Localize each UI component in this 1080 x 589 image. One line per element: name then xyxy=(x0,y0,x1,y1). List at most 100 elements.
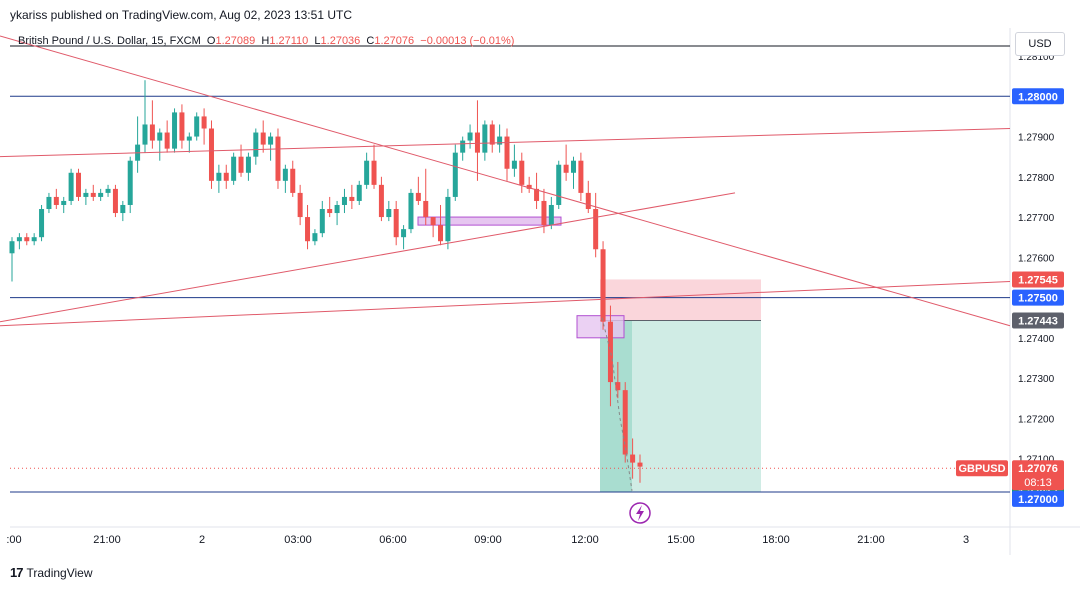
symbol-name: British Pound / U.S. Dollar, 15, FXCM xyxy=(18,35,201,47)
entry-box xyxy=(576,315,625,339)
candle-body xyxy=(127,160,133,205)
candle-body xyxy=(268,136,274,145)
candle-body xyxy=(593,209,599,250)
candle-body xyxy=(408,192,414,230)
candle-body xyxy=(24,237,30,242)
candle-body xyxy=(482,124,488,153)
tradingview-footer[interactable]: 17 TradingView xyxy=(10,565,93,580)
trendline xyxy=(0,35,1011,327)
candle-body xyxy=(238,156,244,173)
candle-body xyxy=(319,209,325,234)
price-label-box xyxy=(1012,490,1064,507)
open-value: 1.27089 xyxy=(215,35,256,47)
candle-body xyxy=(467,132,473,141)
price-labels: 1.280001.275451.275001.274431.270171.270… xyxy=(956,88,1064,507)
change-value: −0.00013 (−0.01%) xyxy=(420,35,515,47)
candle-body xyxy=(600,249,606,322)
x-tick-label: :00 xyxy=(6,534,21,546)
price-label-text: 1.28000 xyxy=(1018,91,1058,103)
candle-body xyxy=(585,192,591,210)
current-price-box xyxy=(1012,460,1064,491)
time-axis: :00 21:00 2 03:00 06:00 09:00 12:00 15:00 18:00 2… xyxy=(6,534,969,546)
candle-body xyxy=(68,172,74,201)
candle-body xyxy=(223,172,229,181)
price-label-text: 1.27500 xyxy=(1018,293,1058,305)
trendline xyxy=(0,192,736,323)
candle-body xyxy=(460,140,466,153)
candle-body xyxy=(630,454,636,463)
position-zones xyxy=(417,216,761,492)
candle-body xyxy=(452,152,458,197)
candle-body xyxy=(548,204,554,226)
price-label-box xyxy=(1012,88,1064,105)
candle-body xyxy=(120,204,126,214)
low-label: L xyxy=(314,35,321,47)
candle-body xyxy=(245,156,251,173)
horizontal-levels xyxy=(10,95,1010,493)
candle-body xyxy=(526,184,532,189)
countdown-text: 08:13 xyxy=(1024,477,1052,489)
price-label-text: 1.27545 xyxy=(1018,274,1058,286)
candle-body xyxy=(378,184,384,218)
candle-body xyxy=(16,237,22,242)
candle-body xyxy=(334,204,340,214)
candle-body xyxy=(142,124,148,145)
y-tick-label: 1.27300 xyxy=(1018,374,1055,385)
candle-body xyxy=(253,132,259,157)
candle-body xyxy=(53,196,59,205)
candle-body xyxy=(31,237,37,242)
candle-body xyxy=(290,168,296,193)
candle-body xyxy=(578,160,584,193)
y-tick-label: 1.27800 xyxy=(1018,173,1055,184)
open-label: O xyxy=(206,35,216,47)
close-label: C xyxy=(366,35,375,47)
x-tick-label: 06:00 xyxy=(379,534,407,546)
projection-path xyxy=(601,317,633,491)
candle-body xyxy=(194,116,200,137)
candle-body xyxy=(46,196,52,210)
candle-body xyxy=(519,160,525,185)
candle-body xyxy=(83,192,89,197)
candle-body xyxy=(179,112,185,141)
candle-body xyxy=(504,136,510,169)
stop-loss-zone xyxy=(600,279,761,321)
publisher-line: ykariss published on TradingView.com, Au… xyxy=(10,8,352,22)
candle-body xyxy=(430,217,436,226)
candle-body xyxy=(371,160,377,185)
brand-name: TradingView xyxy=(26,565,93,580)
trendline xyxy=(0,280,1011,327)
candle-body xyxy=(172,112,178,149)
price-label-box xyxy=(1012,271,1064,288)
x-tick-label: 18:00 xyxy=(762,534,790,546)
candle-body xyxy=(349,196,355,201)
x-tick-label: 21:00 xyxy=(93,534,121,546)
symbol-tag-text: GBPUSD xyxy=(958,463,1005,475)
candle-body xyxy=(364,160,370,185)
candle-body xyxy=(9,241,15,254)
candle-body xyxy=(511,160,517,169)
candle-body xyxy=(341,196,347,205)
candle-body xyxy=(164,132,170,149)
price-label-box xyxy=(1012,312,1064,329)
support-box xyxy=(417,216,562,226)
candle-body xyxy=(445,196,451,242)
candle-body xyxy=(423,200,429,218)
candle-body xyxy=(305,217,311,242)
x-tick-label: 09:00 xyxy=(474,534,502,546)
currency-button[interactable]: USD xyxy=(1015,32,1065,56)
candle-body xyxy=(534,188,540,201)
candle-body xyxy=(556,164,562,205)
candle-body xyxy=(607,321,613,383)
candle-body xyxy=(216,172,222,181)
x-tick-label: 2 xyxy=(199,534,205,546)
tradingview-logo-icon: 17 xyxy=(10,565,24,580)
symbol-legend: British Pound / U.S. Dollar, 15, FXCM O1… xyxy=(18,35,514,47)
y-tick-label: 1.27200 xyxy=(1018,414,1055,425)
y-tick-label: 1.27100 xyxy=(1018,455,1055,466)
trendline xyxy=(0,128,1011,158)
low-value: 1.27036 xyxy=(320,35,361,47)
candle-body xyxy=(571,160,577,173)
candle-body xyxy=(275,136,281,181)
y-tick-label: 1.27700 xyxy=(1018,213,1055,224)
